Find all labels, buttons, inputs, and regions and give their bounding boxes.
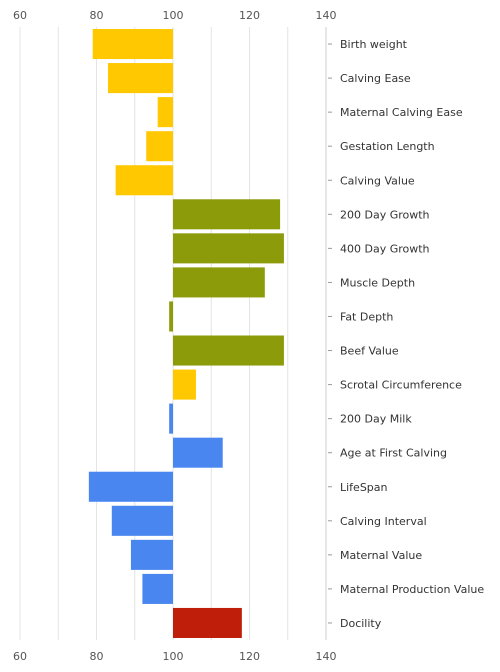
category-label: Gestation Length	[340, 140, 435, 153]
bar	[173, 335, 284, 366]
category-label: Muscle Depth	[340, 276, 415, 289]
category-label: Calving Value	[340, 174, 415, 187]
bar	[169, 301, 173, 332]
category-label: Scrotal Circumference	[340, 379, 462, 392]
bar	[115, 165, 173, 196]
category-label: Maternal Production Value	[340, 583, 484, 596]
bar	[142, 573, 173, 604]
bar	[173, 199, 281, 230]
x-tick-label-bottom: 80	[90, 650, 104, 663]
category-label: Fat Depth	[340, 310, 393, 323]
category-label: Beef Value	[340, 345, 399, 358]
x-tick-label-top: 80	[90, 9, 104, 22]
x-axis-bottom: 60 80 100 120 140	[13, 650, 337, 663]
bar	[130, 539, 173, 570]
x-tick-label-bottom: 60	[13, 650, 27, 663]
category-label: LifeSpan	[340, 481, 388, 494]
bar	[92, 29, 173, 60]
category-label: 200 Day Milk	[340, 413, 412, 426]
bar	[169, 403, 173, 434]
x-tick-label-top: 60	[13, 9, 27, 22]
bar	[157, 97, 173, 128]
bar	[173, 233, 284, 264]
bars	[88, 29, 284, 638]
bar	[173, 437, 223, 468]
x-tick-label-bottom: 100	[163, 650, 184, 663]
category-label: Birth weight	[340, 38, 408, 51]
grid-lines	[19, 27, 327, 640]
bar	[173, 369, 196, 400]
x-axis-top: 60 80 100 120 140	[13, 9, 337, 22]
category-label: 200 Day Growth	[340, 208, 430, 221]
category-label: Docility	[340, 617, 382, 630]
bar	[173, 607, 242, 638]
x-tick-label-bottom: 140	[316, 650, 337, 663]
bar	[107, 63, 173, 94]
x-tick-label-top: 100	[163, 9, 184, 22]
bar	[88, 471, 173, 502]
bar	[111, 505, 173, 536]
category-label: Maternal Value	[340, 549, 422, 562]
category-label: Age at First Calving	[340, 447, 447, 460]
bar	[146, 131, 173, 162]
category-label: Calving Interval	[340, 515, 427, 528]
bar	[173, 267, 265, 298]
category-label: 400 Day Growth	[340, 242, 430, 255]
x-tick-label-bottom: 120	[239, 650, 260, 663]
category-labels: Birth weight Calving Ease Maternal Calving…	[328, 38, 484, 630]
category-label: Maternal Calving Ease	[340, 106, 463, 119]
x-tick-label-top: 140	[316, 9, 337, 22]
category-label: Calving Ease	[340, 72, 411, 85]
x-tick-label-top: 120	[239, 9, 260, 22]
